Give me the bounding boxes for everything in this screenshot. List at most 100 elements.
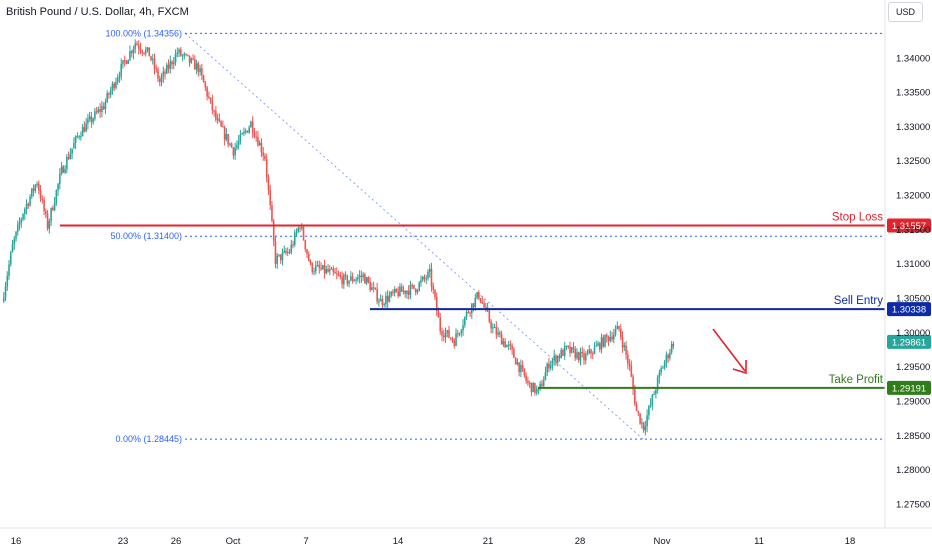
candle-body xyxy=(234,148,236,156)
candle-body xyxy=(199,68,201,73)
candle-body xyxy=(321,265,324,270)
candle-body xyxy=(194,59,196,70)
candle-body xyxy=(169,61,172,69)
candle-body xyxy=(588,349,591,354)
candle-body xyxy=(288,252,291,254)
trade-levels: Stop Loss 1.31557 Sell Entry 1.30338 Take Pr… xyxy=(60,211,931,395)
candle-body xyxy=(562,349,564,356)
candle-body xyxy=(427,271,429,279)
x-tick-label: 18 xyxy=(845,536,856,547)
candle-body xyxy=(174,53,177,63)
candle-body xyxy=(223,126,226,140)
candle-body xyxy=(337,274,340,276)
candle-body xyxy=(185,53,187,55)
candle-body xyxy=(229,143,231,145)
candle-body xyxy=(202,75,205,83)
candle-body xyxy=(325,269,328,274)
candle-body xyxy=(381,299,384,305)
candle-body xyxy=(507,344,510,346)
candlestick-series xyxy=(2,39,675,436)
candle-body xyxy=(8,264,10,276)
candle-body xyxy=(45,210,47,214)
candle-body xyxy=(348,280,350,284)
fibonacci-retracement: 100.00% (1.34356) 50.00% (1.31400) 0.00% (… xyxy=(105,28,885,444)
candle-body xyxy=(670,344,673,353)
candle-body xyxy=(428,268,431,272)
candle-body xyxy=(164,71,166,74)
candle-body xyxy=(197,63,200,73)
candle-body xyxy=(62,166,65,173)
candle-body xyxy=(355,279,357,281)
candle-body xyxy=(651,394,654,405)
candle-body xyxy=(85,123,87,132)
candle-body xyxy=(474,297,477,308)
candle-body xyxy=(116,77,119,83)
candle-body xyxy=(535,389,538,393)
candle-body xyxy=(137,45,140,49)
candle-body xyxy=(644,426,647,431)
candle-body xyxy=(534,383,536,393)
candle-body xyxy=(285,250,287,253)
chart-title: British Pound / U.S. Dollar, 4h, FXCM xyxy=(6,6,189,18)
candle-body xyxy=(187,54,189,56)
candle-body xyxy=(593,346,596,354)
candle-body xyxy=(181,55,184,57)
candle-body xyxy=(420,280,422,283)
candle-body xyxy=(351,276,354,282)
candle-body xyxy=(25,203,28,210)
candle-body xyxy=(99,109,101,112)
candle-body xyxy=(125,60,128,64)
candle-body xyxy=(71,148,73,154)
candle-body xyxy=(94,111,96,119)
candle-body xyxy=(148,47,151,57)
candle-body xyxy=(216,118,219,120)
candle-body xyxy=(272,220,275,241)
candle-body xyxy=(253,132,256,137)
candle-body xyxy=(449,337,452,339)
candle-body xyxy=(136,43,138,46)
candle-body xyxy=(558,355,561,358)
candle-body xyxy=(616,326,619,330)
candle-body xyxy=(178,49,180,53)
candle-body xyxy=(293,232,296,245)
candle-body xyxy=(237,140,240,145)
y-tick-label: 1.31000 xyxy=(896,259,930,270)
candle-body xyxy=(500,334,503,345)
candle-body xyxy=(15,231,17,239)
candle-body xyxy=(204,82,207,88)
y-tick-label: 1.33000 xyxy=(896,122,930,133)
candle-body xyxy=(602,337,605,347)
candle-body xyxy=(434,289,436,298)
candle-body xyxy=(458,333,461,335)
candle-body xyxy=(157,69,159,79)
candle-body xyxy=(48,220,51,229)
candle-body xyxy=(506,345,508,348)
candle-body xyxy=(411,284,414,286)
candle-body xyxy=(122,60,124,64)
candle-body xyxy=(336,273,338,275)
candle-body xyxy=(378,301,380,303)
candle-body xyxy=(371,287,373,291)
candle-body xyxy=(404,290,406,294)
candle-body xyxy=(43,199,45,211)
candle-body xyxy=(50,208,52,221)
arrow-shaft xyxy=(712,328,746,372)
candle-body xyxy=(87,119,89,124)
candle-body xyxy=(327,269,329,272)
candle-body xyxy=(365,277,368,284)
candle-body xyxy=(649,404,652,407)
currency-button[interactable]: USD xyxy=(887,2,923,22)
candle-body xyxy=(206,87,208,97)
candle-body xyxy=(267,177,270,190)
candle-body xyxy=(227,134,229,145)
candle-body xyxy=(274,240,277,264)
candle-body xyxy=(281,252,284,261)
candle-body xyxy=(74,136,77,144)
candle-body xyxy=(127,59,130,64)
candle-body xyxy=(437,311,440,318)
candle-body xyxy=(262,152,264,156)
candle-body xyxy=(511,345,513,350)
candle-body xyxy=(27,203,30,206)
